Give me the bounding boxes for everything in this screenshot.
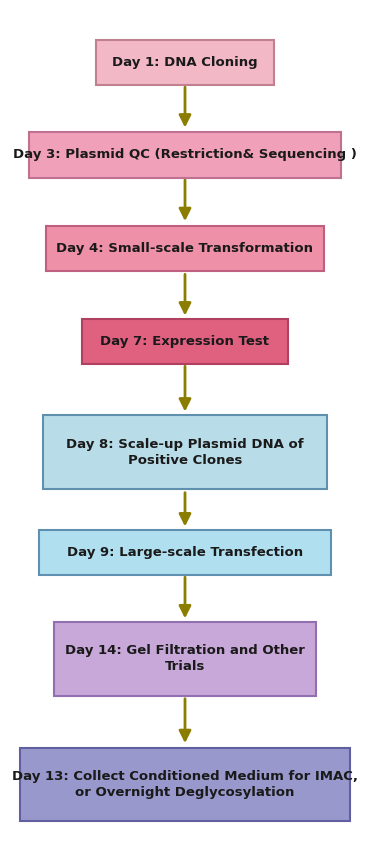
FancyBboxPatch shape: [96, 39, 274, 85]
Text: Day 1: DNA Cloning: Day 1: DNA Cloning: [112, 56, 258, 68]
Text: Day 14: Gel Filtration and Other
Trials: Day 14: Gel Filtration and Other Trials: [65, 645, 305, 674]
FancyBboxPatch shape: [82, 319, 288, 364]
Text: Day 8: Scale-up Plasmid DNA of
Positive Clones: Day 8: Scale-up Plasmid DNA of Positive …: [66, 438, 304, 467]
FancyBboxPatch shape: [54, 622, 316, 696]
FancyBboxPatch shape: [39, 530, 331, 575]
Text: Day 3: Plasmid QC (Restriction& Sequencing ): Day 3: Plasmid QC (Restriction& Sequenci…: [13, 149, 357, 162]
Text: Day 13: Collect Conditioned Medium for IMAC,
or Overnight Deglycosylation: Day 13: Collect Conditioned Medium for I…: [12, 770, 358, 799]
FancyBboxPatch shape: [43, 416, 327, 489]
FancyBboxPatch shape: [29, 133, 341, 178]
FancyBboxPatch shape: [47, 226, 323, 271]
FancyBboxPatch shape: [20, 747, 350, 822]
Text: Day 9: Large-scale Transfection: Day 9: Large-scale Transfection: [67, 545, 303, 559]
Text: Day 4: Small-scale Transformation: Day 4: Small-scale Transformation: [57, 242, 313, 255]
Text: Day 7: Expression Test: Day 7: Expression Test: [101, 335, 269, 348]
